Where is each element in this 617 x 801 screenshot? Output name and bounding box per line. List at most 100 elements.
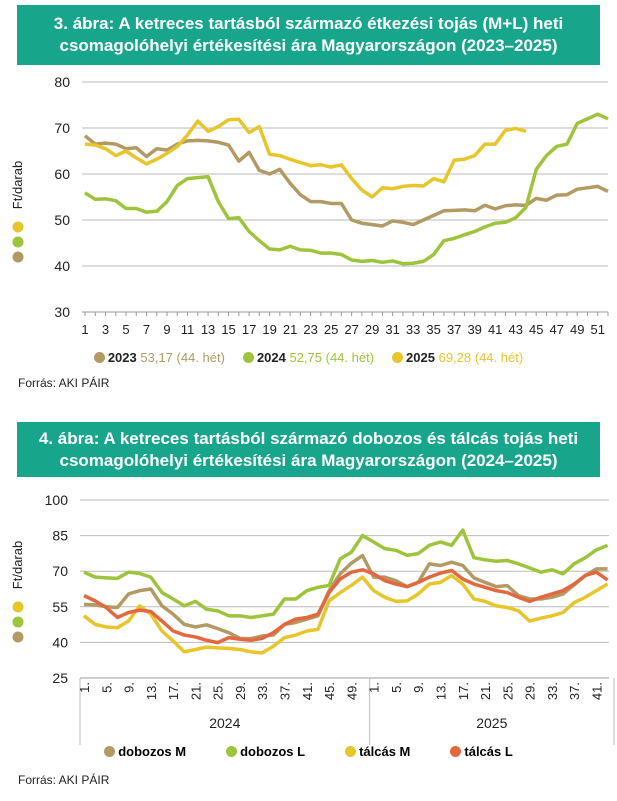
legend-item-dobozos-l: dobozos L (226, 744, 305, 759)
year-label-2025: 2025 (476, 715, 507, 731)
series-line-tálcás-L (83, 568, 609, 645)
x-tick-label: 7 (143, 322, 150, 337)
x-tick-label: 37. (278, 682, 293, 700)
chart2-legend: dobozos M dobozos L tálcás M tálcás L (0, 744, 617, 759)
y-tick-label: 40 (54, 258, 70, 274)
legend-label: 2025 (406, 350, 435, 365)
chart1-title: 3. ábra: A ketreces tartásból származó é… (17, 5, 600, 65)
x-tick-label: 17. (166, 682, 181, 700)
x-tick-label: 27 (344, 322, 358, 337)
legend-dot-icon (450, 746, 462, 757)
x-tick-label: 45 (529, 322, 543, 337)
y-axis-dot-icon (12, 251, 24, 263)
x-tick-label: 21. (478, 682, 493, 700)
y-tick-label: 70 (54, 120, 70, 136)
x-tick-label: 23 (303, 322, 317, 337)
legend-label: 2024 (256, 350, 286, 365)
x-tick-label: 41 (488, 322, 502, 337)
x-tick-label: 9 (163, 322, 170, 337)
y-tick-label: 30 (54, 304, 70, 320)
chart1-source: Forrás: AKI PÁIR (18, 376, 110, 390)
year-label-2024: 2024 (209, 715, 240, 731)
y-axis-dot-icon (12, 601, 24, 613)
x-tick-label: 13 (201, 322, 215, 337)
x-tick-label: 49. (344, 682, 359, 700)
x-tick-label: 47 (549, 322, 563, 337)
x-tick-label: 43 (508, 322, 522, 337)
x-tick-label: 13. (144, 682, 159, 700)
legend-item-2023: 2023 53,17 (44. hét) (93, 350, 225, 365)
legend-label: 2023 (107, 350, 137, 365)
x-tick-label: 9. (411, 682, 426, 693)
x-tick-label: 13. (433, 682, 448, 700)
legend-item-talcas-l: tálcás L (450, 744, 513, 759)
y-tick-label: 55 (52, 599, 68, 615)
x-tick-label: 1. (77, 682, 92, 693)
x-tick-label: 45. (322, 682, 337, 700)
y-axis-dot-icon (12, 631, 24, 643)
series-line-dobozos-L (83, 528, 609, 620)
legend-item-talcas-m: tálcás M (345, 744, 410, 759)
x-tick-label: 17. (456, 682, 471, 700)
x-tick-label: 9. (122, 682, 137, 693)
x-tick-label: 51 (591, 322, 605, 337)
x-tick-label: 25. (500, 682, 515, 700)
chart2-title: 4. ábra: A ketreces tartásból származó d… (17, 422, 600, 477)
y-axis-dot-icon (12, 616, 24, 628)
y-tick-label: 60 (54, 166, 70, 182)
legend-item-2024: 2024 52,75 (44. hét) (242, 350, 375, 365)
legend-note: 53,17 (44. hét) (140, 350, 225, 365)
y-tick-label: 25 (52, 670, 68, 686)
legend-dot-icon (104, 746, 116, 757)
y-tick-label: 50 (54, 212, 70, 228)
x-tick-label: 25 (324, 322, 338, 337)
x-tick-label: 37 (447, 322, 461, 337)
legend-label: dobozos L (240, 744, 306, 759)
series-line-2024 (84, 112, 609, 266)
x-tick-label: 29 (365, 322, 379, 337)
y-axis-label: Ft/darab (10, 161, 25, 209)
x-tick-label: 3 (102, 322, 109, 337)
x-tick-label: 29. (233, 682, 248, 700)
x-tick-label: 33 (406, 322, 420, 337)
x-tick-label: 11 (181, 322, 195, 337)
x-tick-label: 5. (99, 682, 114, 693)
legend-label: tálcás M (359, 744, 411, 759)
series-line-tálcás-M (82, 573, 609, 655)
x-tick-label: 39 (467, 322, 481, 337)
y-tick-label: 85 (52, 528, 68, 544)
legend-note: 52,75 (44. hét) (289, 350, 375, 365)
x-tick-label: 1. (367, 682, 382, 693)
legend-dot-icon (345, 746, 357, 757)
x-tick-label: 29. (523, 682, 538, 700)
legend-label: tálcás L (464, 744, 513, 759)
y-axis-label: Ft/darab (10, 541, 25, 589)
legend-dot-icon (392, 352, 404, 363)
y-tick-label: 70 (52, 563, 68, 579)
series-line-2025 (84, 117, 527, 199)
legend-note: 69,28 (44. hét) (438, 350, 524, 365)
x-tick-label: 5 (122, 322, 129, 337)
legend-item-dobozos-m: dobozos M (104, 744, 186, 759)
x-tick-label: 41. (300, 682, 315, 700)
legend-dot-icon (242, 352, 254, 363)
x-tick-label: 19 (262, 322, 276, 337)
chart1-legend: 2023 53,17 (44. hét) 2024 52,75 (44. hét… (0, 350, 617, 365)
x-tick-label: 41. (589, 682, 604, 700)
series-line-2023 (83, 134, 609, 228)
x-tick-label: 5. (389, 682, 404, 693)
y-axis-dot-icon (12, 236, 24, 248)
x-tick-label: 25. (211, 682, 226, 700)
x-tick-label: 21. (188, 682, 203, 700)
y-tick-label: 100 (45, 492, 69, 508)
x-tick-label: 17 (242, 322, 256, 337)
x-tick-label: 31 (385, 322, 399, 337)
chart2-source: Forrás: AKI PÁIR (18, 773, 110, 787)
legend-item-2025: 2025 69,28 (44. hét) (392, 350, 523, 365)
legend-dot-icon (226, 746, 238, 757)
legend-label: dobozos M (118, 744, 187, 759)
chart2-svg: 25 40 55 70 85 100 1. 5. 9. 13. 17. 21. 25. 29. 33. 37.… (10, 492, 615, 745)
x-tick-label: 33. (255, 682, 270, 700)
